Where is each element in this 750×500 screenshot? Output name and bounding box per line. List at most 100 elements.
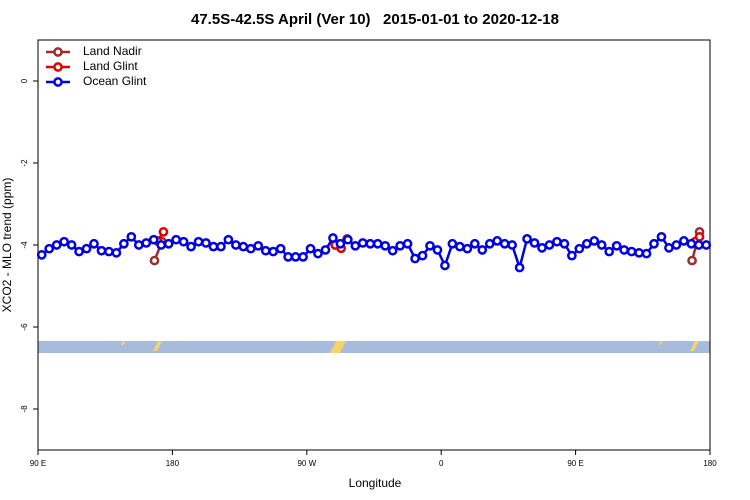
data-point bbox=[44, 243, 55, 254]
data-point bbox=[208, 241, 219, 252]
data-point bbox=[552, 236, 562, 247]
data-point bbox=[96, 245, 107, 256]
data-point bbox=[357, 238, 368, 248]
data-point bbox=[417, 250, 428, 261]
data-point bbox=[686, 238, 697, 249]
data-point bbox=[365, 238, 376, 249]
data-point bbox=[81, 243, 92, 254]
data-point bbox=[604, 246, 615, 257]
data-point bbox=[619, 245, 629, 255]
data-point bbox=[484, 238, 495, 249]
data-point bbox=[387, 245, 398, 256]
data-point bbox=[671, 240, 682, 250]
data-point bbox=[477, 245, 488, 255]
data-point bbox=[66, 240, 77, 250]
data-point bbox=[171, 234, 181, 245]
data-point bbox=[260, 245, 271, 256]
surface-strip bbox=[38, 341, 710, 353]
data-point bbox=[119, 238, 129, 249]
data-point bbox=[186, 241, 196, 252]
data-point bbox=[223, 234, 234, 245]
data-point bbox=[335, 238, 346, 249]
data-point bbox=[149, 255, 160, 266]
data-point bbox=[589, 236, 600, 246]
data-point bbox=[514, 262, 525, 273]
data-point bbox=[89, 238, 99, 249]
data-point bbox=[201, 238, 211, 248]
x-tick-label: 0 bbox=[439, 459, 444, 468]
data-point bbox=[380, 240, 391, 251]
data-point bbox=[238, 241, 249, 252]
legend-label: Ocean Glint bbox=[83, 74, 147, 88]
data-point bbox=[425, 240, 435, 251]
data-point bbox=[649, 238, 659, 249]
data-point bbox=[432, 245, 443, 255]
data-point bbox=[395, 240, 405, 251]
x-axis-label: Longitude bbox=[349, 476, 402, 490]
data-point bbox=[51, 240, 62, 250]
data-point bbox=[641, 248, 652, 259]
data-point bbox=[559, 238, 570, 249]
x-tick-label: 90 W bbox=[297, 459, 316, 468]
legend-label: Land Nadir bbox=[83, 44, 142, 58]
data-point bbox=[469, 238, 480, 249]
data-point bbox=[320, 245, 331, 255]
data-point bbox=[581, 238, 592, 249]
data-point bbox=[687, 255, 697, 266]
legend-marker bbox=[53, 62, 63, 72]
data-point bbox=[111, 247, 122, 258]
data-point bbox=[328, 233, 338, 243]
data-point bbox=[313, 248, 323, 259]
data-point bbox=[522, 234, 532, 244]
y-tick-label: 0 bbox=[20, 78, 29, 83]
data-point bbox=[343, 234, 353, 245]
data-point bbox=[574, 243, 585, 254]
data-point bbox=[626, 246, 637, 257]
y-tick-label: -2 bbox=[20, 159, 29, 167]
data-point bbox=[36, 249, 47, 260]
data-point bbox=[290, 252, 301, 262]
data-point bbox=[694, 231, 705, 242]
data-point bbox=[679, 236, 689, 246]
legend-marker bbox=[53, 77, 63, 87]
data-point bbox=[440, 260, 450, 271]
data-point bbox=[178, 236, 189, 247]
data-point bbox=[216, 241, 226, 252]
data-point bbox=[402, 238, 413, 249]
x-tick-label: 180 bbox=[703, 459, 717, 468]
x-tick-label: 90 E bbox=[30, 459, 46, 468]
data-point bbox=[283, 252, 293, 262]
legend-marker bbox=[53, 47, 63, 57]
data-point bbox=[245, 243, 256, 254]
x-tick-label: 90 E bbox=[567, 459, 583, 468]
data-point bbox=[596, 240, 607, 250]
data-point bbox=[148, 234, 159, 245]
land-marks bbox=[121, 341, 699, 353]
data-point bbox=[298, 252, 308, 262]
data-point bbox=[133, 240, 144, 250]
data-point bbox=[372, 238, 383, 249]
data-point bbox=[462, 243, 473, 254]
y-axis-label: XCO2 - MLO trend (ppm) bbox=[0, 178, 14, 313]
data-point bbox=[59, 236, 69, 247]
data-point bbox=[499, 238, 510, 249]
data-point bbox=[611, 240, 622, 251]
data-point bbox=[664, 243, 674, 253]
data-point bbox=[104, 246, 114, 257]
x-tick-label: 180 bbox=[166, 459, 180, 468]
data-point bbox=[410, 253, 420, 264]
data-point bbox=[305, 243, 316, 254]
data-point bbox=[656, 231, 667, 242]
data-point bbox=[455, 241, 465, 252]
data-point bbox=[141, 238, 152, 248]
data-point bbox=[126, 231, 137, 242]
y-tick-label: -4 bbox=[20, 241, 29, 249]
data-point bbox=[634, 247, 644, 258]
data-point bbox=[156, 240, 167, 250]
data-point bbox=[350, 240, 361, 251]
data-point bbox=[253, 240, 264, 251]
data-point bbox=[529, 238, 540, 248]
chart-title: 47.5S-42.5S April (Ver 10) 2015-01-01 to… bbox=[191, 11, 559, 28]
data-point bbox=[567, 250, 577, 261]
